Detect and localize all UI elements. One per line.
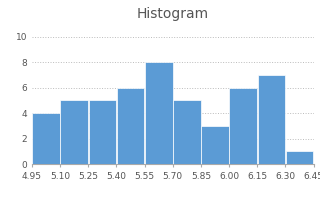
Bar <box>89 100 116 164</box>
Bar <box>60 100 88 164</box>
Bar <box>145 62 172 164</box>
Bar <box>173 100 201 164</box>
Bar <box>229 88 257 164</box>
Bar <box>32 113 60 164</box>
Bar <box>201 126 229 164</box>
Bar <box>258 75 285 164</box>
Title: Histogram: Histogram <box>137 7 209 21</box>
Bar <box>117 88 144 164</box>
Bar <box>286 151 313 164</box>
